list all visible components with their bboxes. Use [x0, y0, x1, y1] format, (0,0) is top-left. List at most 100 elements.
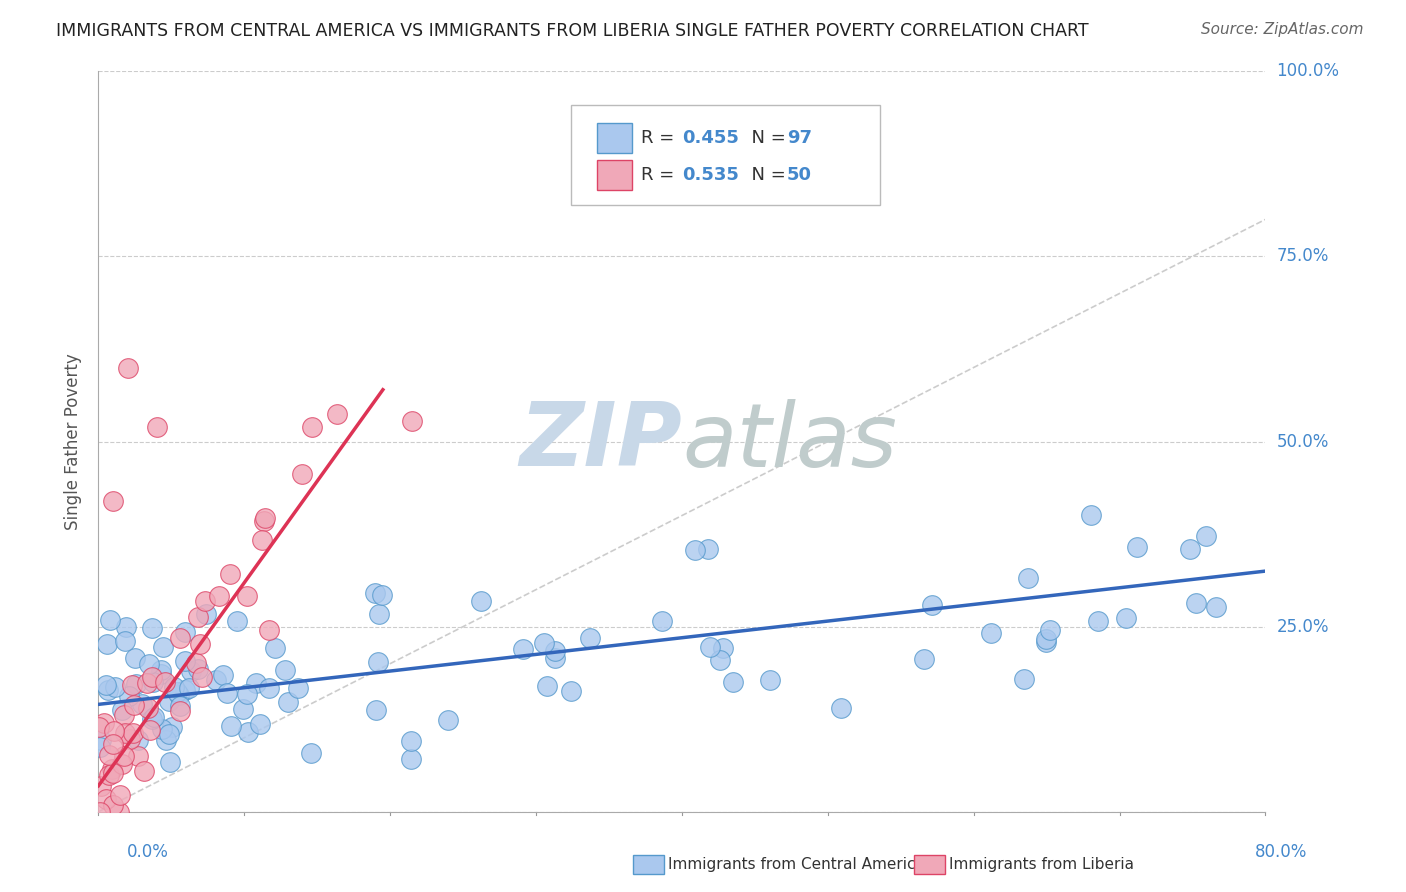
- Text: atlas: atlas: [682, 399, 897, 484]
- Point: [97, 768, 120, 782]
- Point: [160, 720, 183, 734]
- Point: [112, 748, 135, 763]
- Point: [399, 752, 422, 766]
- Point: [166, 685, 188, 699]
- Point: [205, 673, 228, 688]
- Point: [180, 664, 202, 678]
- Point: [1035, 632, 1057, 647]
- Point: [127, 749, 149, 764]
- Point: [830, 700, 852, 714]
- Point: [169, 689, 191, 703]
- Point: [108, 805, 131, 819]
- Point: [1035, 635, 1057, 649]
- Point: [291, 467, 314, 481]
- Point: [226, 614, 249, 628]
- Text: 100.0%: 100.0%: [1277, 62, 1340, 80]
- Point: [163, 680, 186, 694]
- Point: [174, 683, 197, 698]
- Point: [980, 626, 1002, 640]
- Point: [153, 675, 176, 690]
- Text: ZIP: ZIP: [519, 398, 682, 485]
- Point: [249, 717, 271, 731]
- Point: [114, 725, 136, 739]
- Point: [1017, 571, 1039, 585]
- Point: [122, 698, 145, 713]
- Point: [90, 733, 112, 747]
- Point: [103, 724, 125, 739]
- Point: [912, 652, 935, 666]
- Point: [544, 651, 567, 665]
- Text: Source: ZipAtlas.com: Source: ZipAtlas.com: [1201, 22, 1364, 37]
- Point: [699, 640, 721, 654]
- Point: [437, 713, 460, 727]
- Point: [96, 637, 118, 651]
- Point: [169, 699, 191, 714]
- Point: [232, 702, 254, 716]
- Point: [264, 641, 287, 656]
- Point: [117, 360, 139, 375]
- Point: [579, 632, 602, 646]
- Point: [146, 419, 169, 434]
- Point: [325, 407, 347, 421]
- Point: [143, 709, 166, 723]
- Point: [1039, 623, 1062, 637]
- Point: [138, 657, 160, 671]
- Point: [723, 675, 745, 690]
- Point: [536, 679, 558, 693]
- Point: [97, 682, 120, 697]
- Point: [174, 654, 197, 668]
- Text: 0.455: 0.455: [682, 129, 738, 147]
- Point: [219, 566, 242, 581]
- Point: [1178, 541, 1201, 556]
- Point: [89, 720, 111, 734]
- Point: [108, 789, 131, 803]
- Point: [1184, 596, 1206, 610]
- Point: [112, 708, 135, 723]
- Point: [101, 493, 124, 508]
- Point: [364, 585, 387, 599]
- Point: [173, 624, 195, 639]
- Point: [149, 666, 172, 681]
- Point: [169, 705, 191, 719]
- Point: [155, 733, 177, 747]
- Point: [100, 762, 122, 776]
- Point: [127, 732, 149, 747]
- Point: [274, 663, 297, 677]
- Point: [98, 613, 121, 627]
- Point: [299, 746, 322, 760]
- Point: [367, 656, 389, 670]
- Point: [212, 668, 235, 682]
- Point: [651, 614, 673, 628]
- Point: [141, 712, 163, 726]
- Point: [208, 589, 231, 603]
- Point: [1080, 508, 1102, 523]
- Point: [142, 674, 165, 689]
- Text: R =: R =: [641, 166, 681, 184]
- Point: [287, 681, 309, 695]
- Text: N =: N =: [741, 129, 792, 147]
- Point: [194, 607, 217, 622]
- Point: [238, 724, 260, 739]
- Point: [177, 681, 200, 695]
- Point: [103, 737, 125, 751]
- Text: Immigrants from Central America: Immigrants from Central America: [668, 857, 925, 871]
- Point: [219, 719, 242, 733]
- Point: [134, 764, 156, 778]
- Point: [169, 631, 191, 645]
- Point: [124, 650, 146, 665]
- Point: [114, 633, 136, 648]
- Point: [121, 678, 143, 692]
- Point: [217, 686, 239, 700]
- Point: [685, 542, 707, 557]
- Point: [157, 694, 180, 708]
- Point: [159, 756, 181, 770]
- Text: 50: 50: [787, 166, 811, 184]
- Point: [1205, 600, 1227, 615]
- Point: [1126, 540, 1149, 554]
- Text: 50.0%: 50.0%: [1277, 433, 1329, 450]
- Point: [96, 678, 118, 692]
- Point: [152, 640, 174, 655]
- Point: [190, 637, 212, 651]
- Point: [136, 675, 159, 690]
- Text: N =: N =: [741, 166, 792, 184]
